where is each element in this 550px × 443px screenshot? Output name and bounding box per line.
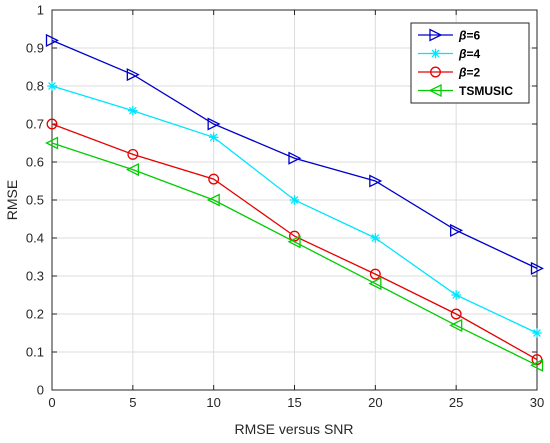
data-point-marker [530,261,544,275]
series-line [51,39,538,269]
legend-entry: β=6 [418,28,480,43]
series-2 [46,118,543,366]
series-1 [47,81,542,338]
data-point-marker [47,81,57,91]
y-tick-label: 1 [37,3,44,18]
y-tick-label: 0.7 [26,117,44,132]
y-tick-label: 0 [37,383,44,398]
axis-ticks: 0 5 10 15 20 25 30 0 0.1 0.2 0.3 0.4 0.5 0.6 0.7 0.8 0.9… [26,3,544,411]
data-point-marker [369,268,381,280]
data-point-marker [126,68,140,82]
legend-marker [430,48,441,59]
legend-label: β=2 [458,66,480,80]
data-point-marker [370,233,381,243]
legend: β=6 β=4 β=2 TSMUSIC [410,22,530,104]
y-tick-label: 0.6 [26,155,44,170]
data-point-marker [369,174,383,188]
y-tick-label: 0.9 [26,41,44,56]
data-point-marker [45,33,59,47]
series-line [51,123,538,361]
y-tick-label: 0.4 [26,231,44,246]
series-layer [45,33,544,372]
data-point-marker [206,193,220,207]
data-point-marker [530,358,544,372]
data-point-marker [127,148,139,160]
y-tick-label: 0.1 [26,345,44,360]
legend-label: β=4 [458,47,480,61]
data-point-marker [451,290,461,300]
data-point-marker [46,118,58,130]
y-tick-label: 0.3 [26,269,44,284]
series-0 [45,33,544,275]
y-axis-title: RMSE [4,180,20,220]
data-point-marker [125,163,139,177]
series-3 [45,136,544,372]
x-tick-label: 20 [368,395,382,410]
data-point-marker [208,173,220,185]
data-point-marker [45,136,59,150]
legend-entry: β=4 [418,47,480,61]
x-tick-label: 5 [129,395,136,410]
legend-label: TSMUSIC [459,84,513,98]
legend-label: β=6 [458,29,480,43]
legend-entry: β=2 [418,66,480,80]
legend-marker [428,83,442,98]
data-point-marker [207,117,221,131]
data-point-marker [289,195,300,205]
y-tick-label: 0.5 [26,193,44,208]
x-tick-label: 30 [530,395,544,410]
legend-box [410,22,530,104]
data-point-marker [208,132,219,143]
data-point-marker [532,328,542,338]
data-point-marker [450,308,462,320]
data-point-marker [288,151,302,165]
series-line [51,142,538,366]
legend-entry: TSMUSIC [418,83,513,98]
x-tick-label: 15 [287,395,301,410]
legend-marker [430,66,441,78]
x-axis-title: RMSE versus SNR [234,421,353,437]
x-tick-label: 25 [449,395,463,410]
data-point-marker [368,277,382,291]
legend-marker [429,28,443,42]
y-tick-label: 0.2 [26,307,44,322]
data-point-marker [128,105,138,116]
data-point-marker [287,235,301,249]
x-tick-label: 10 [206,395,220,410]
data-point-marker [450,223,464,237]
x-tick-label: 0 [48,395,55,410]
data-point-marker [449,318,463,332]
y-tick-label: 0.8 [26,79,44,94]
